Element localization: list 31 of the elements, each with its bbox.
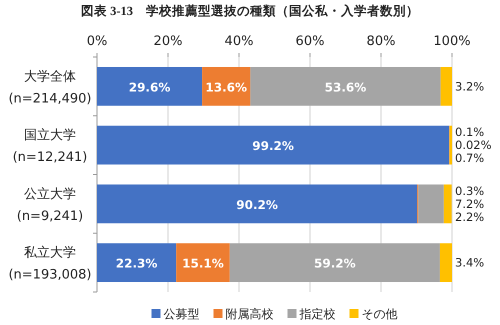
data-label: 0.3%: [455, 184, 484, 198]
y-tick-label: 大学全体 (n=214,490): [8, 69, 92, 106]
data-label: 15.1%: [182, 256, 224, 271]
data-label: 0.02%: [455, 138, 492, 152]
chart-title: 図表 3-13 学校推薦型選抜の種類（国公私・入学者数別）: [80, 3, 420, 18]
data-label: 3.2%: [455, 79, 484, 94]
data-label: 0.7%: [455, 151, 484, 166]
y-tick-label: 私立大学 (n=193,008): [8, 244, 92, 283]
x-tick-label: 60%: [296, 34, 324, 49]
legend-label: 指定校: [298, 307, 336, 321]
x-tick-label: 40%: [224, 34, 254, 49]
y-tick-label: 公立大学 (n=9,241): [16, 186, 84, 224]
data-label: 7.2%: [455, 196, 484, 211]
data-label: 99.2%: [252, 139, 294, 154]
data-label: 22.3%: [116, 256, 158, 271]
legend-label: 公募型: [164, 307, 200, 321]
data-label: 13.6%: [205, 80, 248, 94]
data-label: 29.6%: [128, 80, 170, 94]
legend-label: その他: [362, 307, 398, 321]
x-tick-label: 100%: [433, 34, 471, 49]
data-label: 3.4%: [455, 256, 484, 270]
data-label: 2.2%: [455, 210, 484, 224]
data-label: 59.2%: [314, 256, 356, 271]
x-tick-label: 20%: [154, 34, 182, 49]
data-label: 90.2%: [236, 198, 278, 212]
x-tick-label: 80%: [366, 34, 396, 49]
legend-label: 附属高校: [226, 307, 274, 321]
data-label: 0.1%: [455, 125, 484, 140]
x-tick-label: 0%: [86, 34, 108, 49]
data-label: 53.6%: [324, 80, 366, 94]
y-tick-label: 国立大学 (n=12,241): [12, 127, 88, 166]
